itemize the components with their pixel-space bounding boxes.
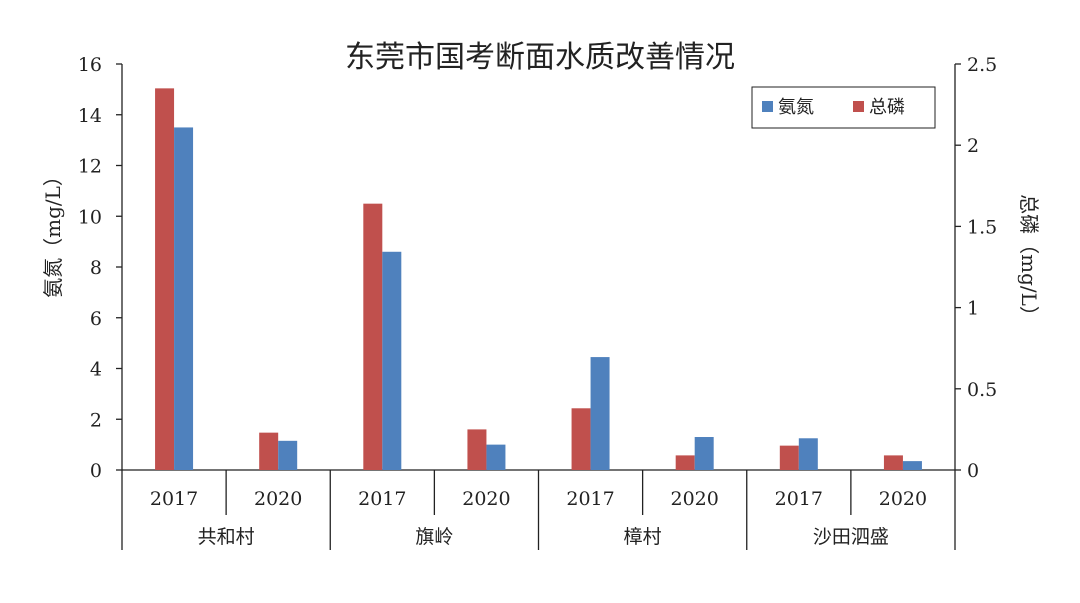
bar-total-phosphorus	[675, 455, 695, 470]
x-tick-label: 2020	[462, 488, 510, 510]
bar-total-phosphorus	[883, 455, 903, 470]
bar-ammonia-nitrogen	[590, 357, 610, 470]
group-label: 沙田泗盛	[813, 526, 889, 548]
bar-ammonia-nitrogen	[902, 461, 922, 470]
bar-total-phosphorus	[155, 88, 175, 471]
left-tick-label: 6	[90, 308, 102, 330]
bar-total-phosphorus	[363, 203, 383, 470]
legend-label-phosphorus: 总磷	[869, 97, 905, 118]
legend-swatch-ammonia	[762, 101, 773, 112]
bars	[155, 88, 922, 471]
bar-ammonia-nitrogen	[694, 437, 714, 470]
right-axis-label: 总磷（mg/L）	[1017, 194, 1041, 326]
left-axis-label: 氨氮（mg/L）	[41, 166, 65, 298]
group-label: 樟村	[624, 526, 662, 548]
left-tick-label: 16	[78, 54, 102, 76]
legend-swatch-phosphorus	[853, 101, 864, 112]
legend: 氨氮 总磷	[751, 86, 936, 129]
chart-title: 东莞市国考断面水质改善情况	[345, 40, 735, 75]
left-tick-label: 2	[90, 409, 102, 431]
right-tick-label: 2	[967, 135, 979, 157]
left-tick-labels: 0 2 4 6 8 10 12 14 16	[78, 54, 122, 482]
x-tick-label: 2017	[358, 488, 406, 510]
bar-ammonia-nitrogen	[174, 127, 194, 470]
right-tick-label: 0	[967, 460, 979, 482]
axes	[121, 64, 956, 550]
bar-ammonia-nitrogen	[486, 444, 506, 470]
bar-ammonia-nitrogen	[278, 440, 298, 470]
bar-ammonia-nitrogen	[798, 438, 818, 470]
bar-total-phosphorus	[571, 408, 591, 470]
group-label: 旗岭	[415, 526, 453, 548]
x-category-labels: 2017 2020 2017 2020 2017 2020 2017 2020 共和村 旗岭 樟村 沙…	[150, 488, 927, 548]
bar-total-phosphorus	[467, 429, 487, 470]
left-tick-label: 14	[78, 105, 102, 127]
x-tick-label: 2017	[775, 488, 823, 510]
left-tick-label: 8	[90, 257, 102, 279]
right-tick-labels: 0 0.5 1 1.5 2 2.5	[955, 54, 997, 482]
left-tick-label: 10	[78, 206, 102, 228]
right-tick-label: 0.5	[967, 379, 997, 401]
right-tick-label: 2.5	[967, 54, 997, 76]
group-label: 共和村	[198, 526, 255, 548]
x-tick-label: 2020	[671, 488, 719, 510]
left-tick-label: 4	[90, 359, 102, 381]
x-tick-label: 2020	[254, 488, 302, 510]
legend-label-ammonia: 氨氮	[778, 97, 814, 118]
bar-total-phosphorus	[779, 445, 799, 470]
x-tick-label: 2017	[566, 488, 614, 510]
right-tick-label: 1.5	[967, 216, 997, 238]
legend-box	[751, 86, 936, 129]
bar-ammonia-nitrogen	[382, 251, 402, 470]
left-tick-label: 0	[90, 460, 102, 482]
left-tick-label: 12	[78, 156, 102, 178]
right-tick-label: 1	[967, 298, 979, 320]
x-tick-label: 2017	[150, 488, 198, 510]
bar-total-phosphorus	[259, 432, 279, 470]
x-tick-label: 2020	[879, 488, 927, 510]
